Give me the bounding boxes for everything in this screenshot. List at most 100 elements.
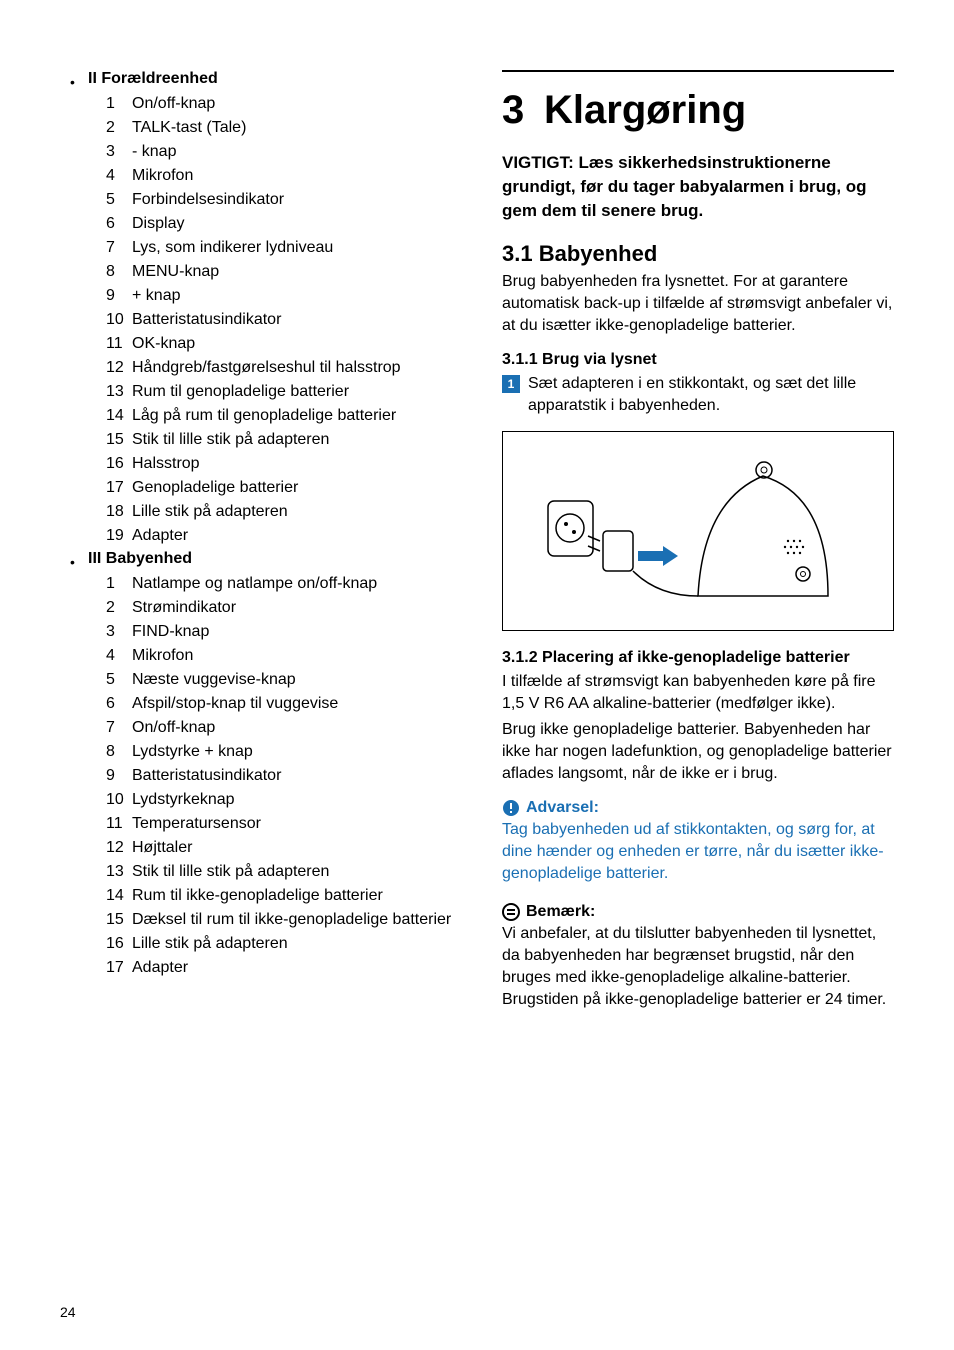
heading-3-1-1: 3.1.1 Brug via lysnet xyxy=(502,351,894,369)
list-item: 16Lille stik på adapteren xyxy=(106,932,462,956)
list-item: 5Næste vuggevise-knap xyxy=(106,668,462,692)
item-text: Stik til lille stik på adapteren xyxy=(132,428,462,452)
item-text: On/off-knap xyxy=(132,92,462,116)
item-number: 4 xyxy=(106,644,132,668)
list-item: 13Rum til genopladelige batterier xyxy=(106,380,462,404)
list-item: 5Forbindelsesindikator xyxy=(106,188,462,212)
section-3-list: 1Natlampe og natlampe on/off-knap2Strømi… xyxy=(88,572,462,980)
item-number: 11 xyxy=(106,812,132,836)
item-number: 11 xyxy=(106,332,132,356)
item-number: 1 xyxy=(106,572,132,596)
list-item: 12Højttaler xyxy=(106,836,462,860)
list-item: 7On/off-knap xyxy=(106,716,462,740)
section-3-title: III Babyenhed xyxy=(88,550,462,568)
paragraph-3-1-2b: Brug ikke genopladelige batterier. Babye… xyxy=(502,719,894,785)
list-item: 9+ knap xyxy=(106,284,462,308)
item-number: 17 xyxy=(106,476,132,500)
list-item: 2Strømindikator xyxy=(106,596,462,620)
item-number: 9 xyxy=(106,764,132,788)
list-item: 4Mikrofon xyxy=(106,644,462,668)
item-text: Batteristatusindikator xyxy=(132,308,462,332)
left-column: • II Forældreenhed 1On/off-knap2TALK-tas… xyxy=(60,70,462,1025)
section-3-baby: • III Babyenhed 1Natlampe og natlampe on… xyxy=(70,550,462,980)
item-number: 18 xyxy=(106,500,132,524)
item-text: Håndgreb/fastgørelseshul til halsstrop xyxy=(132,356,462,380)
step-1-text: Sæt adapteren i en stikkontakt, og sæt d… xyxy=(528,373,894,417)
item-number: 16 xyxy=(106,452,132,476)
list-item: 3- knap xyxy=(106,140,462,164)
item-number: 12 xyxy=(106,836,132,860)
item-text: Genopladelige batterier xyxy=(132,476,462,500)
item-text: Lydstyrkeknap xyxy=(132,788,462,812)
adapter-diagram xyxy=(502,431,894,631)
item-number: 16 xyxy=(106,932,132,956)
chapter-title: Klargøring xyxy=(544,88,746,132)
item-text: Dæksel til rum til ikke-genopladelige ba… xyxy=(132,908,462,932)
heading-3-1-2: 3.1.2 Placering af ikke-genopladelige ba… xyxy=(502,649,894,667)
item-text: + knap xyxy=(132,284,462,308)
bullet-icon: • xyxy=(70,70,88,94)
list-item: 2TALK-tast (Tale) xyxy=(106,116,462,140)
list-item: 9Batteristatusindikator xyxy=(106,764,462,788)
item-number: 14 xyxy=(106,884,132,908)
list-item: 1Natlampe og natlampe on/off-knap xyxy=(106,572,462,596)
list-item: 10Lydstyrkeknap xyxy=(106,788,462,812)
item-text: Display xyxy=(132,212,462,236)
item-text: Natlampe og natlampe on/off-knap xyxy=(132,572,462,596)
item-text: Lys, som indikerer lydniveau xyxy=(132,236,462,260)
important-note: VIGTIGT: Læs sikkerhedsinstruktionerne g… xyxy=(502,151,894,223)
list-item: 15Stik til lille stik på adapteren xyxy=(106,428,462,452)
item-number: 15 xyxy=(106,428,132,452)
item-text: Lydstyrke + knap xyxy=(132,740,462,764)
item-text: Næste vuggevise-knap xyxy=(132,668,462,692)
item-text: TALK-tast (Tale) xyxy=(132,116,462,140)
item-text: OK-knap xyxy=(132,332,462,356)
warning-text: Tag babyenheden ud af stikkontakten, og … xyxy=(502,819,894,885)
item-text: Strømindikator xyxy=(132,596,462,620)
item-number: 13 xyxy=(106,380,132,404)
list-item: 4Mikrofon xyxy=(106,164,462,188)
list-item: 13Stik til lille stik på adapteren xyxy=(106,860,462,884)
list-item: 18Lille stik på adapteren xyxy=(106,500,462,524)
item-text: On/off-knap xyxy=(132,716,462,740)
step-1: 1 Sæt adapteren i en stikkontakt, og sæt… xyxy=(502,373,894,417)
item-text: Rum til genopladelige batterier xyxy=(132,380,462,404)
item-number: 6 xyxy=(106,212,132,236)
list-item: 1On/off-knap xyxy=(106,92,462,116)
item-number: 15 xyxy=(106,908,132,932)
item-text: Batteristatusindikator xyxy=(132,764,462,788)
item-number: 2 xyxy=(106,596,132,620)
list-item: 14Låg på rum til genopladelige batterier xyxy=(106,404,462,428)
item-number: 2 xyxy=(106,116,132,140)
item-number: 3 xyxy=(106,140,132,164)
item-text: Afspil/stop-knap til vuggevise xyxy=(132,692,462,716)
warning-icon xyxy=(502,799,520,817)
note-heading: Bemærk: xyxy=(502,903,894,921)
item-text: Højttaler xyxy=(132,836,462,860)
list-item: 3FIND-knap xyxy=(106,620,462,644)
list-item: 14Rum til ikke-genopladelige batterier xyxy=(106,884,462,908)
item-number: 10 xyxy=(106,308,132,332)
item-number: 10 xyxy=(106,788,132,812)
item-text: Rum til ikke-genopladelige batterier xyxy=(132,884,462,908)
list-item: 17Adapter xyxy=(106,956,462,980)
list-item: 11OK-knap xyxy=(106,332,462,356)
item-text: Forbindelsesindikator xyxy=(132,188,462,212)
item-text: Mikrofon xyxy=(132,164,462,188)
item-number: 7 xyxy=(106,716,132,740)
item-text: FIND-knap xyxy=(132,620,462,644)
item-number: 9 xyxy=(106,284,132,308)
item-number: 12 xyxy=(106,356,132,380)
item-number: 17 xyxy=(106,956,132,980)
item-text: Temperatursensor xyxy=(132,812,462,836)
item-text: Lille stik på adapteren xyxy=(132,932,462,956)
item-text: Lille stik på adapteren xyxy=(132,500,462,524)
page-number: 24 xyxy=(60,1304,76,1320)
right-column: 3Klargøring VIGTIGT: Læs sikkerhedsinstr… xyxy=(502,70,894,1025)
list-item: 17Genopladelige batterier xyxy=(106,476,462,500)
list-item: 6Display xyxy=(106,212,462,236)
item-number: 19 xyxy=(106,524,132,548)
item-number: 8 xyxy=(106,740,132,764)
item-number: 8 xyxy=(106,260,132,284)
list-item: 19Adapter xyxy=(106,524,462,548)
